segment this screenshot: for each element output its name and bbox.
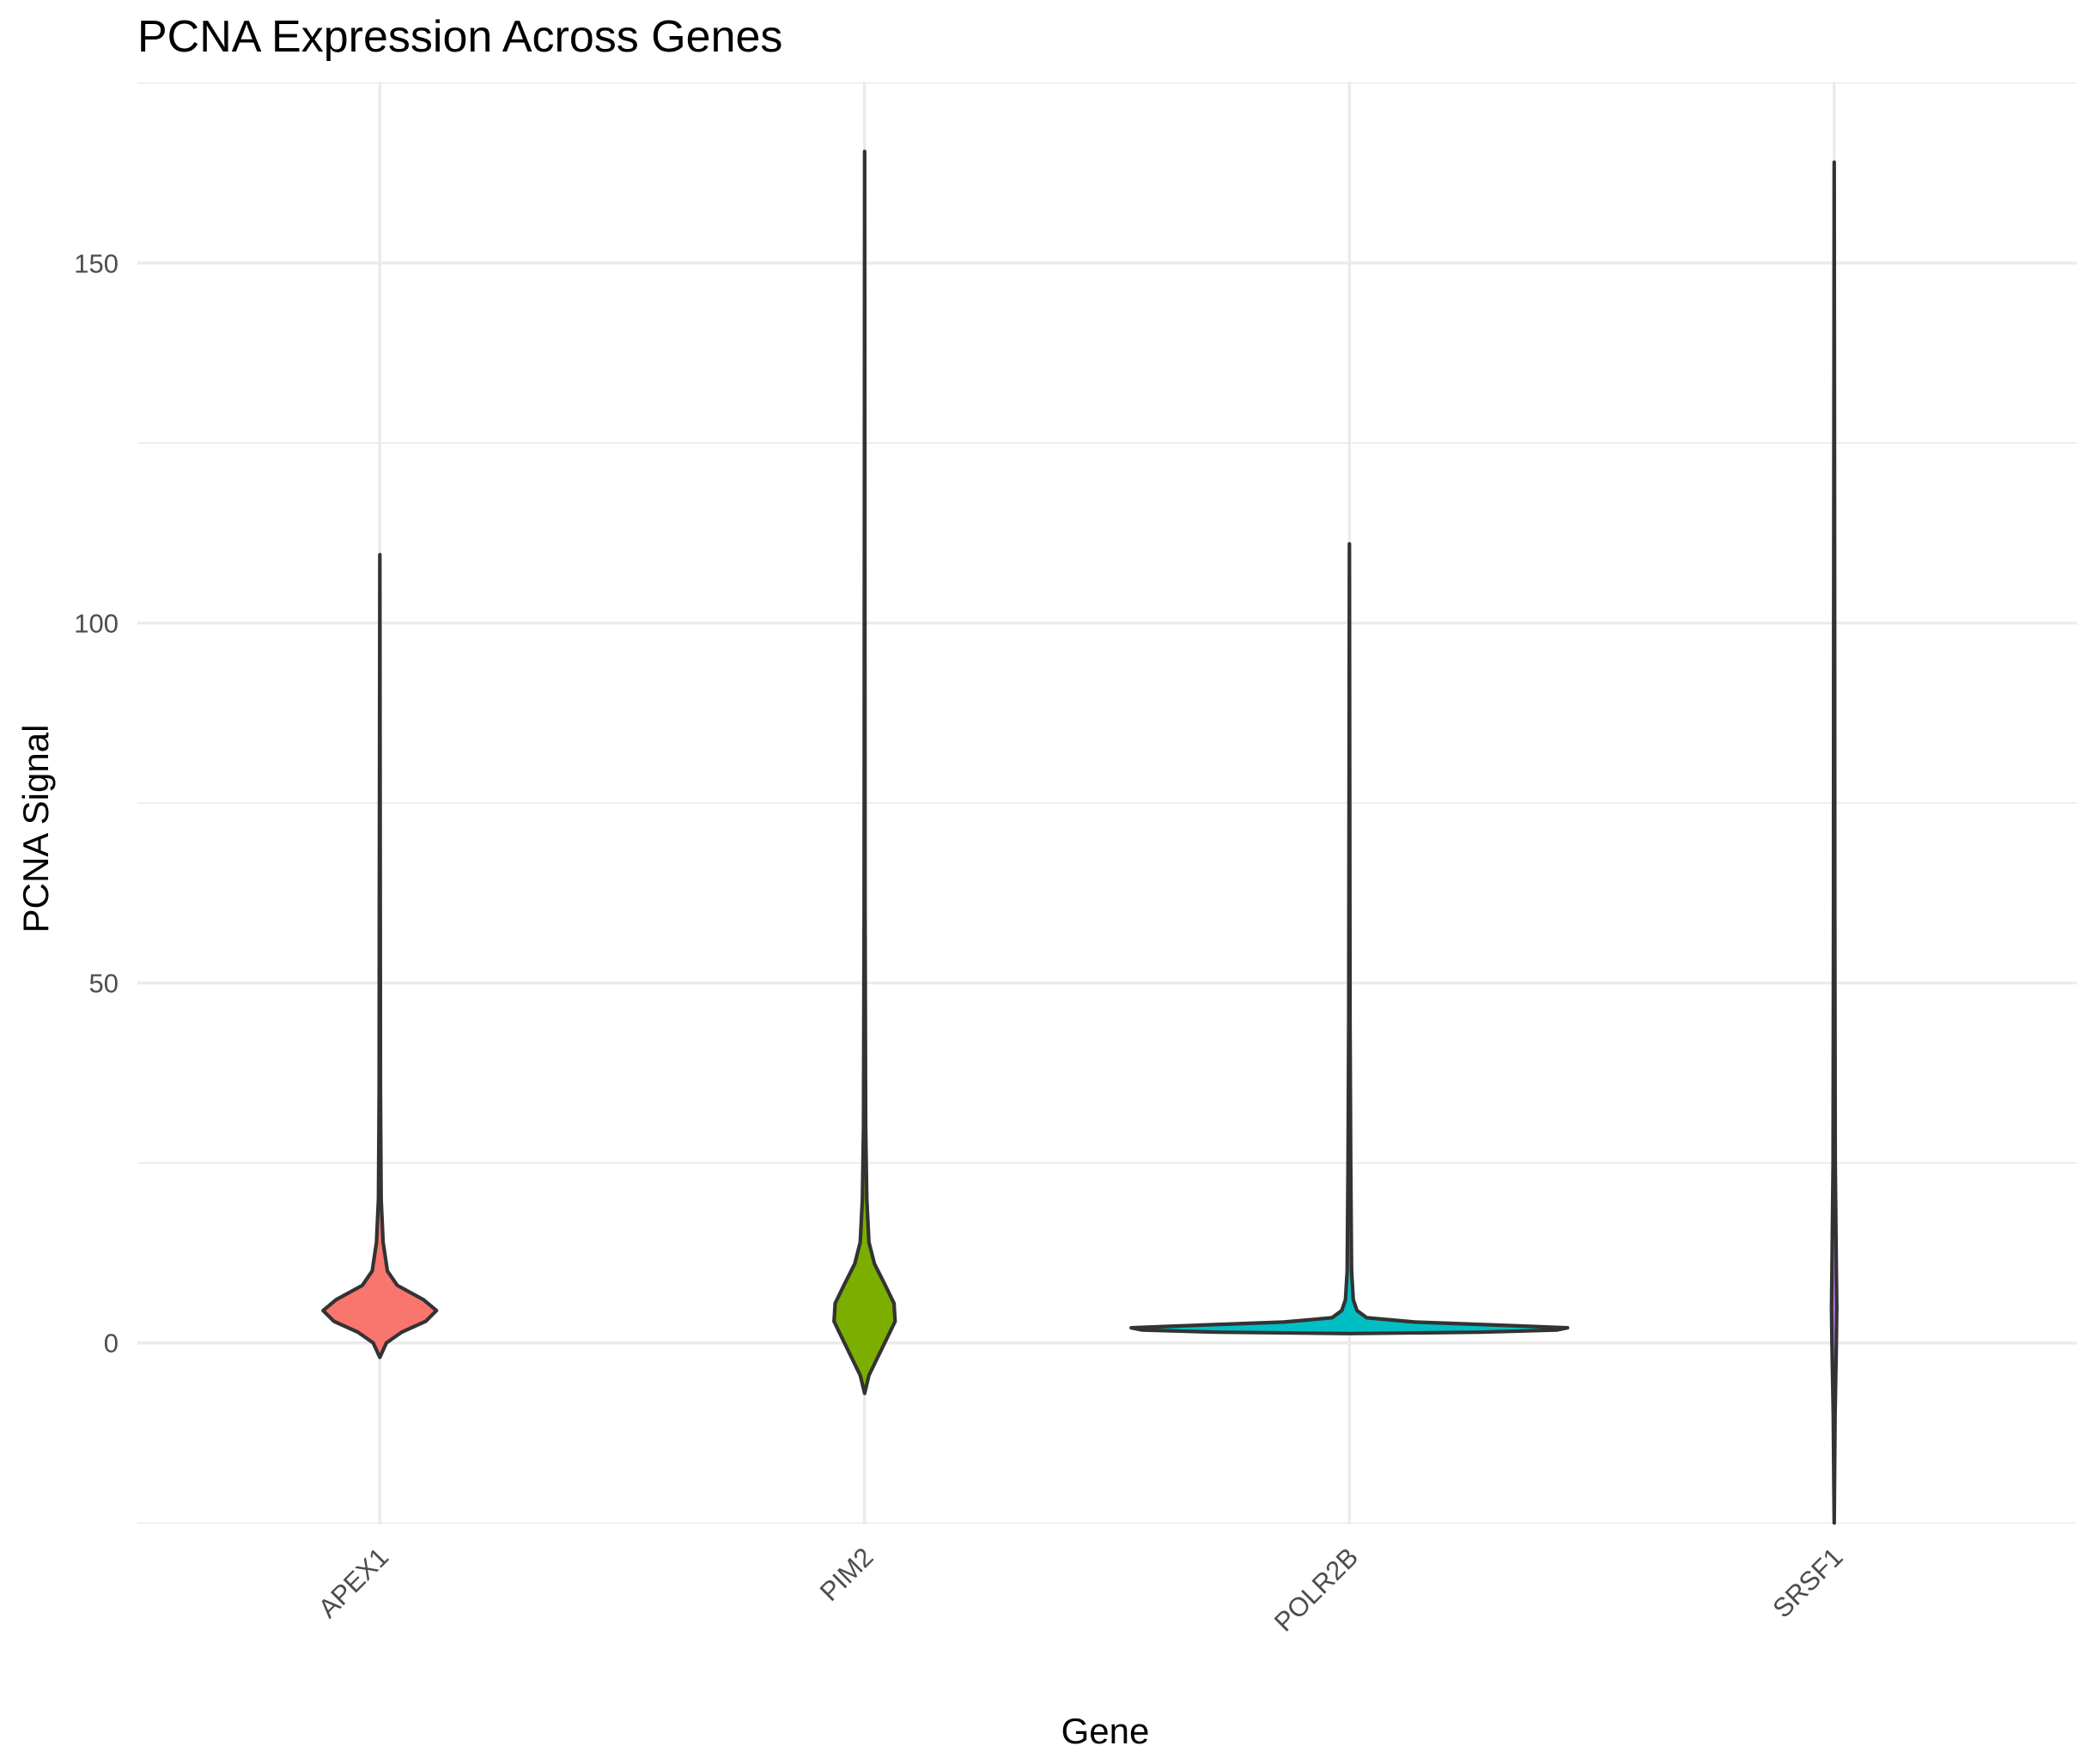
- violin-layer: [321, 149, 1839, 1525]
- y-tick-label: 50: [89, 969, 119, 999]
- x-axis-title: Gene: [1061, 1711, 1150, 1751]
- violin-pim2: [832, 149, 897, 1396]
- x-tick-label: APEX1: [313, 1542, 394, 1623]
- chart-title: PCNA Expression Across Genes: [137, 12, 782, 62]
- y-tick-label: 0: [104, 1329, 119, 1359]
- x-tick-label: PIM2: [814, 1542, 879, 1607]
- violin-srsf1: [1829, 160, 1839, 1525]
- y-tick-label: 150: [74, 248, 119, 278]
- x-tick-label: SRSF1: [1767, 1542, 1848, 1623]
- x-axis-tick-labels: APEX1 PIM2 POLR2B SRSF1: [313, 1542, 1849, 1637]
- violin-apex1: [321, 552, 439, 1359]
- y-tick-label: 100: [74, 608, 119, 638]
- violin-polr2b: [1129, 542, 1570, 1335]
- y-axis-tick-labels: 0 50 100 150: [74, 248, 119, 1358]
- x-tick-label: POLR2B: [1268, 1542, 1364, 1637]
- y-axis-title: PCNA Signal: [15, 725, 56, 934]
